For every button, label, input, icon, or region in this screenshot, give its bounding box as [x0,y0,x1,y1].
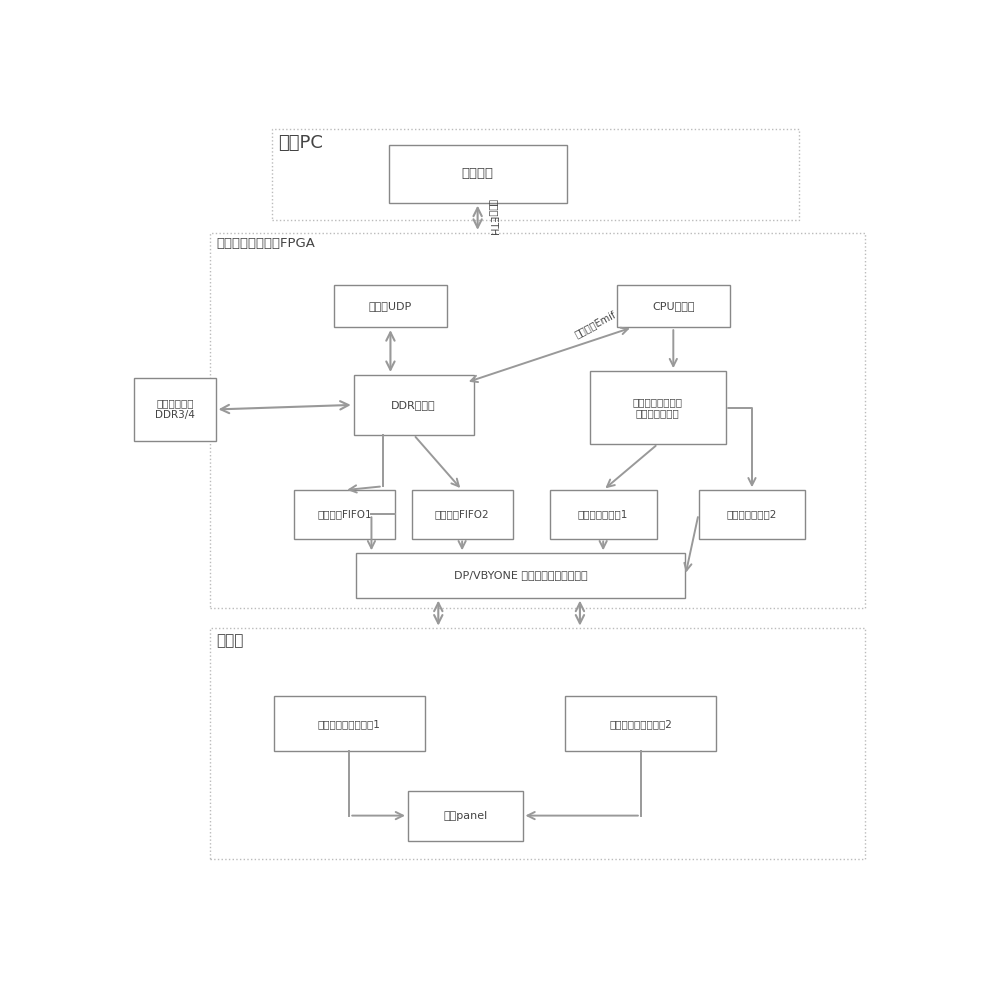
Bar [210,233,865,608]
Bar [408,790,523,840]
Bar [334,285,447,327]
Bar [134,378,216,441]
Bar [550,490,657,539]
Text: 图像视频信号数据
量调节控制模块: 图像视频信号数据 量调节控制模块 [633,397,683,418]
Bar [354,375,474,435]
Text: 模组端: 模组端 [216,633,244,648]
Text: 外面存储单元
DDR3/4: 外面存储单元 DDR3/4 [155,398,195,420]
Text: 时序控制器集成电路2: 时序控制器集成电路2 [609,719,672,729]
Bar [565,697,716,751]
Bar [412,490,512,539]
Text: 视频时序发生器1: 视频时序发生器1 [578,509,628,519]
Bar [698,490,805,539]
Text: 电脑PC: 电脑PC [278,134,323,152]
Text: 视频时序发生器2: 视频时序发生器2 [727,509,777,519]
Bar [272,129,799,220]
Bar [617,285,730,327]
Text: 现场可编程门阵列FPGA: 现场可编程门阵列FPGA [216,238,315,250]
Text: 存储模块FIFO2: 存储模块FIFO2 [435,509,489,519]
Text: 内部总线Emif: 内部总线Emif [573,309,617,339]
Bar [274,697,425,751]
Bar [294,490,395,539]
Text: 面板panel: 面板panel [443,810,487,820]
Text: DDR控制器: DDR控制器 [391,400,436,410]
Text: 上层软件: 上层软件 [462,168,494,181]
Text: 以太网ETH: 以太网ETH [488,200,498,237]
Text: 以太网UDP: 以太网UDP [369,301,412,311]
Text: 存储模块FIFO1: 存储模块FIFO1 [317,509,372,519]
Bar [388,145,567,203]
Bar [356,553,685,598]
Bar [590,371,726,444]
Text: CPU处理器: CPU处理器 [652,301,695,311]
Bar [210,629,865,859]
Text: DP/VBYONE 图像视频信号输出模块: DP/VBYONE 图像视频信号输出模块 [454,571,587,581]
Text: 时序控制器集成电路1: 时序控制器集成电路1 [318,719,381,729]
